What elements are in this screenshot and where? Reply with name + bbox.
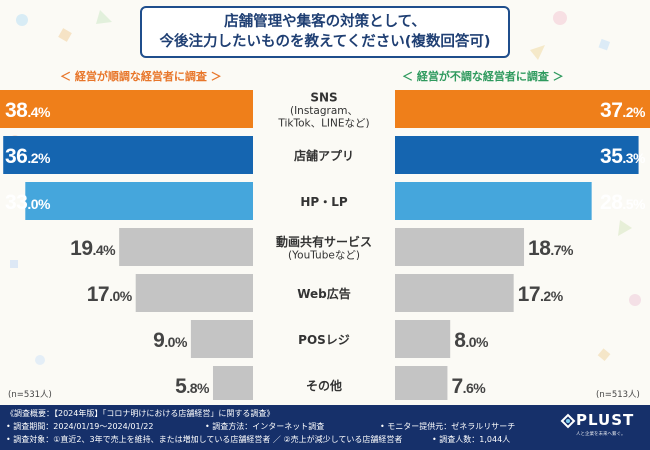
mirrored-bar-chart: 38.4% 37.2% SNS(Instagram、TikTok、LINEなど) 36… bbox=[0, 90, 650, 400]
logo-tagline: 人と企業を未来へ繋ぐ。 bbox=[576, 432, 626, 437]
category-label-5-0: POSレジ bbox=[298, 333, 350, 347]
right-value-label-2: 28.5% bbox=[600, 191, 646, 214]
right-value-label-0: 37.2% bbox=[600, 99, 646, 122]
chart-title-box: 店舗管理や集客の対策として、 今後注力したいものを教えてください(複数回答可) bbox=[140, 6, 510, 58]
logo-text: PLUST bbox=[576, 411, 635, 429]
footer-survey-count: • 調査人数：1,044人 bbox=[432, 435, 511, 444]
right-bar-1 bbox=[395, 136, 639, 174]
right-value-label-1: 35.3% bbox=[600, 145, 646, 168]
footer-survey-provider: • モニター提供元：ゼネラルリサーチ bbox=[380, 422, 516, 431]
category-label-4-0: Web広告 bbox=[297, 286, 351, 301]
left-bar-4 bbox=[135, 274, 253, 312]
left-value-label-6: 5.8% bbox=[175, 375, 210, 398]
right-value-label-6: 7.6% bbox=[451, 375, 486, 398]
left-value-label-4: 17.0% bbox=[87, 283, 133, 306]
left-bar-1 bbox=[3, 136, 253, 174]
right-value-label-3: 18.7% bbox=[528, 237, 574, 260]
right-sample-size: (n=513人) bbox=[596, 390, 640, 400]
category-label-0-0: SNS bbox=[310, 91, 337, 105]
left-value-label-5: 9.0% bbox=[153, 329, 188, 352]
left-group-label: ＜ 経営が順調な経営者に調査 ＞ bbox=[60, 70, 222, 83]
left-bar-3 bbox=[119, 228, 253, 266]
left-bar-2 bbox=[25, 182, 253, 220]
right-bar-0 bbox=[395, 90, 650, 128]
right-value-label-4: 17.2% bbox=[518, 283, 564, 306]
category-label-2-0: HP・LP bbox=[300, 195, 347, 209]
left-value-label-0: 38.4% bbox=[5, 99, 51, 122]
right-bar-6 bbox=[395, 366, 448, 400]
left-sample-size: (n=531人) bbox=[8, 390, 52, 400]
category-label-1-0: 店舗アプリ bbox=[294, 148, 354, 163]
right-group-label: ＜ 経営が不調な経営者に調査 ＞ bbox=[402, 70, 564, 83]
left-bar-6 bbox=[212, 366, 253, 400]
right-bar-4 bbox=[395, 274, 514, 312]
category-label-3-0: 動画共有サービス bbox=[276, 234, 372, 249]
right-bar-2 bbox=[395, 182, 592, 220]
right-value-label-5: 8.0% bbox=[454, 329, 489, 352]
left-bar-0 bbox=[0, 90, 253, 128]
category-label-6-0: その他 bbox=[306, 378, 342, 393]
category-label-0-2: TikTok、LINEなど) bbox=[277, 118, 369, 130]
category-label-3-1: (YouTubeなど) bbox=[288, 249, 360, 261]
footer-survey-target: • 調査対象：①直近2、3年で売上を維持、または増加している店舗経営者 ／ ②売… bbox=[6, 435, 403, 444]
plust-logo-icon bbox=[560, 413, 576, 429]
footer-survey-period: • 調査期間：2024/01/19〜2024/01/22 bbox=[6, 422, 154, 431]
footer-survey-title: 《調査概要：【2024年版】「コロナ明けにおける店舗経営」に関する調査》 bbox=[6, 409, 275, 418]
left-value-label-3: 19.4% bbox=[70, 237, 116, 260]
chart-title-line-2: 今後注力したいものを教えてください(複数回答可) bbox=[159, 34, 491, 50]
left-bar-5 bbox=[190, 320, 253, 358]
right-bar-5 bbox=[395, 320, 451, 358]
right-bar-3 bbox=[395, 228, 525, 266]
footer-survey-method: • 調査方法：インターネット調査 bbox=[205, 422, 325, 431]
left-value-label-1: 36.2% bbox=[5, 145, 51, 168]
left-value-label-2: 33.0% bbox=[5, 191, 51, 214]
category-label-0-1: (Instagram、 bbox=[290, 105, 358, 117]
survey-footer: 《調査概要：【2024年版】「コロナ明けにおける店舗経営」に関する調査》 • 調… bbox=[0, 405, 650, 450]
chart-title-line-1: 店舗管理や集客の対策として、 bbox=[224, 14, 426, 30]
